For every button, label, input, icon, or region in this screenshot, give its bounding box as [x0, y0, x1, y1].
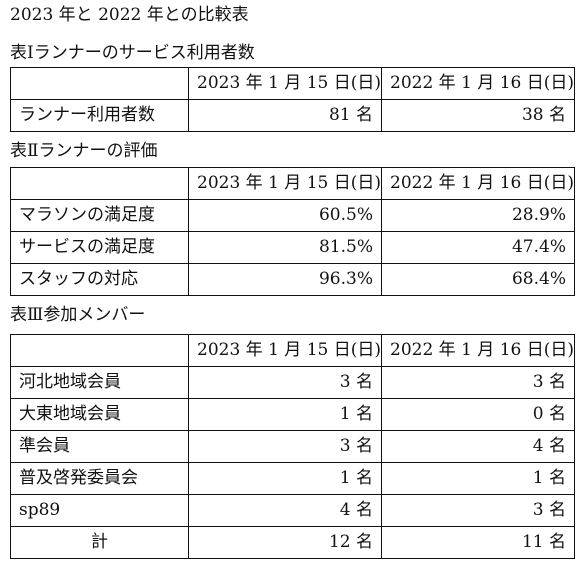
- value-2023: 4 名: [188, 494, 382, 527]
- header-cell-blank: [10, 334, 189, 367]
- table-row: 河北地域会員 3 名 3 名: [10, 366, 575, 399]
- value-2022: 38 名: [381, 99, 575, 132]
- table2-runner-evaluation: 2023 年 1 月 15 日(日) 2022 年 1 月 16 日(日) マラ…: [10, 167, 575, 296]
- table-header-row: 2023 年 1 月 15 日(日) 2022 年 1 月 16 日(日): [10, 167, 575, 200]
- row-label: ランナー利用者数: [10, 99, 189, 132]
- row-label: マラソンの満足度: [10, 199, 189, 232]
- table-header-row: 2023 年 1 月 15 日(日) 2022 年 1 月 16 日(日): [10, 67, 575, 100]
- table1-caption: 表Ⅰランナーのサービス利用者数: [10, 43, 255, 63]
- table-row: sp89 4 名 3 名: [10, 494, 575, 527]
- row-label: スタッフの対応: [10, 263, 189, 296]
- value-2022: 68.4%: [381, 263, 575, 296]
- value-2022: 47.4%: [381, 231, 575, 264]
- table-row: 大東地域会員 1 名 0 名: [10, 398, 575, 431]
- row-label: 準会員: [10, 430, 189, 463]
- value-2023: 3 名: [188, 430, 382, 463]
- row-label: 大東地域会員: [10, 398, 189, 431]
- row-label: 河北地域会員: [10, 366, 189, 399]
- table-row: 準会員 3 名 4 名: [10, 430, 575, 463]
- header-cell-2023: 2023 年 1 月 15 日(日): [188, 67, 382, 100]
- row-label: サービスの満足度: [10, 231, 189, 264]
- table-row: サービスの満足度 81.5% 47.4%: [10, 231, 575, 264]
- value-2022: 4 名: [381, 430, 575, 463]
- header-cell-2022: 2022 年 1 月 16 日(日): [381, 67, 575, 100]
- table2-caption: 表Ⅱランナーの評価: [10, 141, 158, 161]
- value-2023: 96.3%: [188, 263, 382, 296]
- table1-runner-usage: 2023 年 1 月 15 日(日) 2022 年 1 月 16 日(日) ラン…: [10, 67, 575, 132]
- table-row: ランナー利用者数 81 名 38 名: [10, 99, 575, 132]
- table-row: スタッフの対応 96.3% 68.4%: [10, 263, 575, 296]
- header-cell-2022: 2022 年 1 月 16 日(日): [381, 334, 575, 367]
- row-label: 普及啓発委員会: [10, 462, 189, 495]
- table-row: マラソンの満足度 60.5% 28.9%: [10, 199, 575, 232]
- header-cell-2022: 2022 年 1 月 16 日(日): [381, 167, 575, 200]
- row-label: sp89: [10, 494, 189, 527]
- value-2022: 0 名: [381, 398, 575, 431]
- value-2023: 1 名: [188, 462, 382, 495]
- total-2023: 12 名: [188, 526, 382, 559]
- table3-participants: 2023 年 1 月 15 日(日) 2022 年 1 月 16 日(日) 河北…: [10, 334, 575, 559]
- header-cell-2023: 2023 年 1 月 15 日(日): [188, 334, 382, 367]
- header-cell-blank: [10, 167, 189, 200]
- document-title: 2023 年と 2022 年との比較表: [10, 5, 249, 25]
- value-2023: 1 名: [188, 398, 382, 431]
- value-2022: 3 名: [381, 366, 575, 399]
- value-2022: 28.9%: [381, 199, 575, 232]
- table3-caption: 表Ⅲ参加メンバー: [10, 305, 146, 325]
- table-row: 普及啓発委員会 1 名 1 名: [10, 462, 575, 495]
- table-header-row: 2023 年 1 月 15 日(日) 2022 年 1 月 16 日(日): [10, 334, 575, 367]
- value-2023: 81 名: [188, 99, 382, 132]
- total-2022: 11 名: [381, 526, 575, 559]
- total-row: 計 12 名 11 名: [10, 526, 575, 559]
- header-cell-2023: 2023 年 1 月 15 日(日): [188, 167, 382, 200]
- total-label: 計: [10, 526, 189, 559]
- value-2022: 1 名: [381, 462, 575, 495]
- value-2022: 3 名: [381, 494, 575, 527]
- value-2023: 3 名: [188, 366, 382, 399]
- value-2023: 60.5%: [188, 199, 382, 232]
- value-2023: 81.5%: [188, 231, 382, 264]
- header-cell-blank: [10, 67, 189, 100]
